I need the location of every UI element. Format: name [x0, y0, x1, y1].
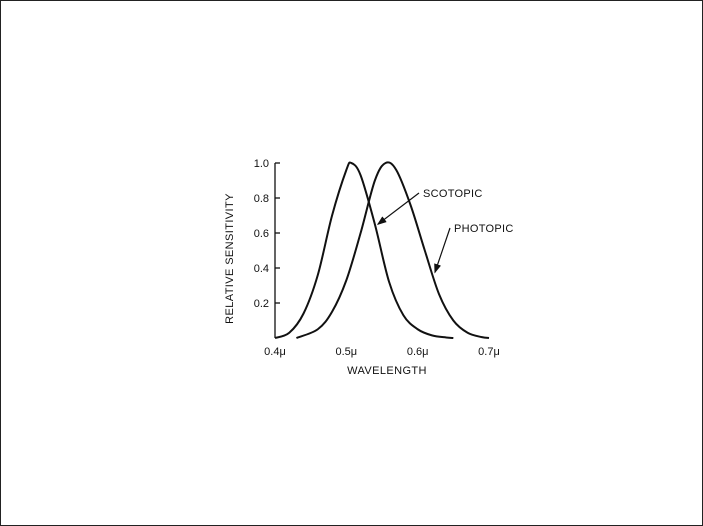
- y-tick-label: 0.2: [254, 298, 269, 310]
- x-tick-label: 0.7μ: [478, 346, 500, 358]
- y-tick-label: 0.6: [254, 228, 269, 240]
- curve-scotopic: [274, 161, 454, 339]
- y-ticks: 0.2 0.4 0.6 0.8 1.0: [254, 158, 280, 310]
- x-tick-label: 0.5μ: [336, 346, 358, 358]
- y-axis-label: RELATIVE SENSITIVITY: [224, 193, 236, 324]
- annotations: SCOTOPIC PHOTOPIC: [376, 188, 514, 274]
- annotation-arrow: [376, 192, 420, 225]
- annotation-arrow: [434, 227, 451, 274]
- y-tick-label: 0.4: [254, 263, 269, 275]
- x-ticks: 0.4μ 0.5μ 0.6μ 0.7μ: [264, 346, 500, 358]
- curves: [274, 161, 490, 339]
- annotation-label-photopic: PHOTOPIC: [454, 223, 514, 235]
- x-tick-label: 0.6μ: [407, 346, 429, 358]
- y-tick-label: 1.0: [254, 158, 269, 170]
- curve-photopic: [296, 161, 490, 339]
- x-axis-label: WAVELENGTH: [347, 365, 427, 377]
- y-tick-label: 0.8: [254, 193, 269, 205]
- x-tick-label: 0.4μ: [264, 346, 286, 358]
- annotation-label-scotopic: SCOTOPIC: [423, 188, 483, 200]
